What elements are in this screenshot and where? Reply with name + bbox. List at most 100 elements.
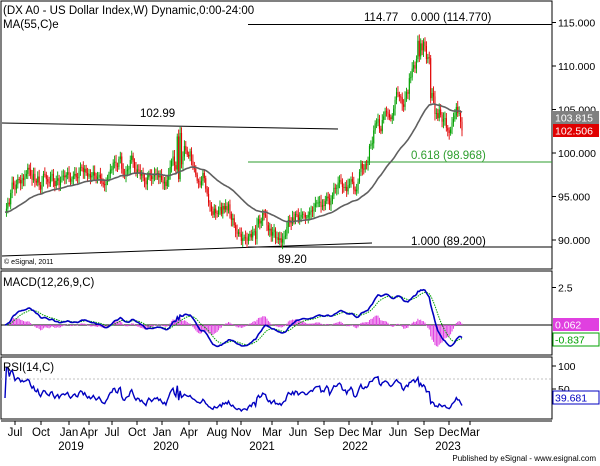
candle (350, 176, 352, 188)
candle (138, 164, 140, 173)
candle (28, 164, 30, 177)
candle (135, 162, 137, 177)
candle (202, 169, 204, 186)
candle (292, 210, 294, 226)
candle (199, 176, 201, 188)
candle (44, 167, 46, 178)
candle (96, 171, 99, 184)
candle (162, 175, 164, 190)
month-label: Jun (289, 427, 308, 439)
candle (88, 168, 90, 180)
svg-text:102.506: 102.506 (555, 126, 593, 138)
macd-panel[interactable] (0, 270, 553, 356)
candle (301, 211, 304, 219)
candle (303, 211, 305, 219)
candle (71, 176, 73, 185)
candle (333, 182, 335, 200)
candle (215, 204, 217, 220)
candle (431, 88, 433, 101)
candle (327, 191, 329, 205)
candle (311, 206, 314, 218)
candle (452, 112, 455, 127)
candle (64, 170, 66, 185)
candle (52, 168, 54, 188)
candle (293, 211, 295, 225)
candle (356, 183, 358, 196)
candle (226, 202, 228, 217)
candle (353, 176, 355, 195)
footer-text: Published by eSignal - www.esignal.com (452, 454, 596, 463)
candle (427, 53, 429, 64)
month-label: Oct (32, 427, 51, 439)
month-label: Mar (460, 427, 480, 439)
candle (280, 232, 282, 247)
candle (408, 73, 410, 101)
candle (205, 175, 207, 193)
candle (235, 222, 237, 238)
svg-text:103.815: 103.815 (555, 113, 593, 125)
candle (371, 136, 373, 151)
ma-legend-label: MA(55,C)e (3, 19, 59, 31)
rsi-line (4, 366, 463, 413)
candle (200, 176, 203, 189)
candle (62, 169, 64, 181)
candle (173, 149, 175, 171)
candle (172, 150, 174, 166)
candle (276, 231, 278, 244)
candle (393, 105, 395, 121)
candle (82, 161, 84, 179)
candle (188, 151, 190, 159)
candle (165, 176, 167, 190)
candle (30, 162, 32, 179)
rsi-panel[interactable] (0, 356, 553, 420)
candle (425, 41, 427, 64)
candle (296, 210, 298, 218)
candle (376, 118, 378, 129)
rsi-value-badge: 39.681 (552, 390, 600, 405)
candle (69, 172, 72, 187)
candle (74, 166, 76, 180)
candle (169, 160, 171, 180)
candle (266, 210, 268, 232)
candle (387, 108, 389, 120)
candle (316, 199, 318, 208)
candle (249, 230, 251, 241)
month-label: Jan (153, 427, 172, 439)
candle (377, 113, 379, 127)
candle (161, 168, 163, 183)
candle (189, 148, 191, 162)
candle (61, 170, 63, 183)
candle (134, 158, 136, 174)
month-label: Sep (414, 427, 434, 439)
candle (116, 162, 119, 173)
candle (444, 111, 446, 126)
candle (331, 192, 333, 205)
candle (257, 215, 259, 228)
candle (367, 156, 369, 171)
candle (146, 172, 148, 191)
candle (448, 127, 450, 140)
candle (390, 114, 392, 122)
candle (252, 226, 254, 241)
candle (112, 159, 114, 175)
candle (198, 178, 200, 189)
candle (343, 183, 345, 193)
candle (55, 175, 57, 189)
candle (423, 38, 425, 57)
candle (414, 61, 416, 73)
candle (176, 133, 178, 174)
fib-618-label: 0.618 (98.968) (411, 150, 486, 162)
candle (279, 231, 281, 246)
fib-0-label: 0.000 (114.770) (411, 12, 492, 24)
candle (401, 92, 403, 111)
candle (461, 117, 463, 137)
candle (85, 164, 87, 176)
price-panel[interactable] (0, 0, 553, 270)
candle (460, 110, 462, 129)
candle (340, 174, 342, 185)
candle (381, 114, 383, 134)
candle (47, 175, 49, 189)
candle (351, 172, 353, 185)
candle (171, 158, 173, 173)
